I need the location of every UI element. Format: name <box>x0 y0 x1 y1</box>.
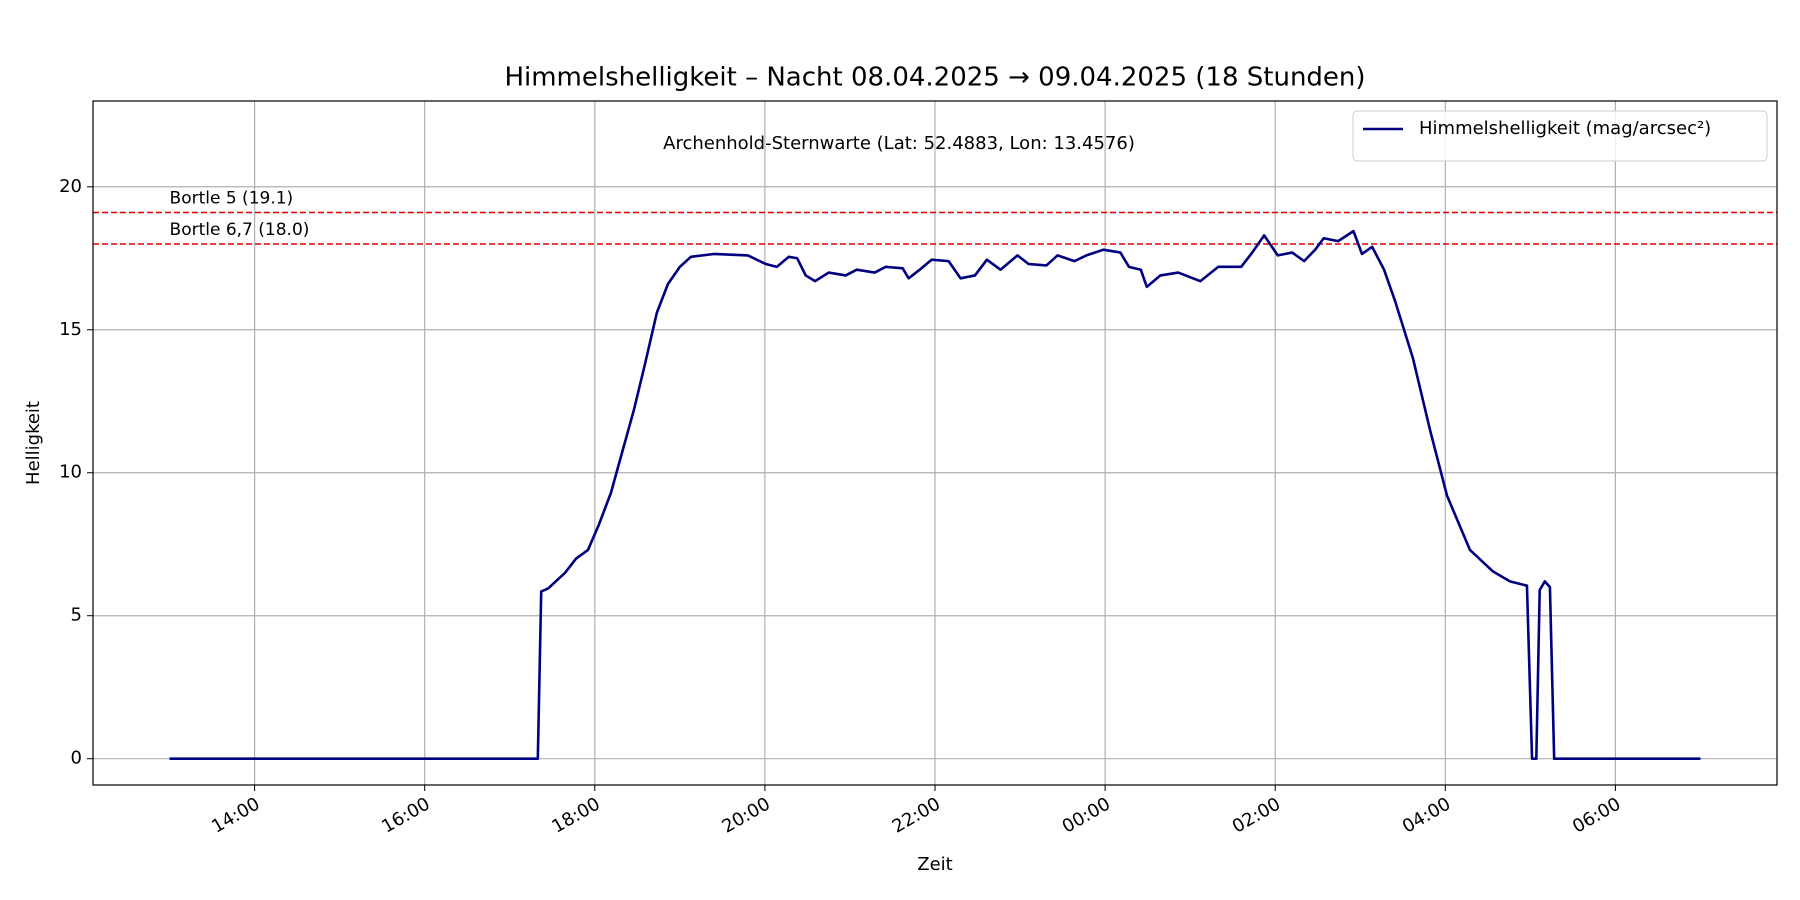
legend-box <box>1352 110 1768 162</box>
chart-subtitle: Archenhold-Sternwarte (Lat: 52.4883, Lon… <box>663 133 1135 154</box>
legend-label: Himmelshelligkeit (mag/arcsec²) <box>1419 118 1711 139</box>
x-axis-label: Zeit <box>917 854 952 875</box>
y-tick-label: 10 <box>59 462 82 483</box>
reference-label: Bortle 5 (19.1) <box>170 189 294 209</box>
y-tick-label: 20 <box>59 176 82 197</box>
data-line <box>169 229 1701 760</box>
y-tick-label: 5 <box>71 605 82 626</box>
y-tick-label: 15 <box>59 319 82 340</box>
chart-title: Himmelshelligkeit – Nacht 08.04.2025 → 0… <box>504 63 1365 93</box>
plot-frame <box>92 100 1778 786</box>
y-tick-label: 0 <box>71 748 82 769</box>
reference-label: Bortle 6,7 (18.0) <box>170 220 310 240</box>
y-axis-label: Helligkeit <box>23 401 44 485</box>
